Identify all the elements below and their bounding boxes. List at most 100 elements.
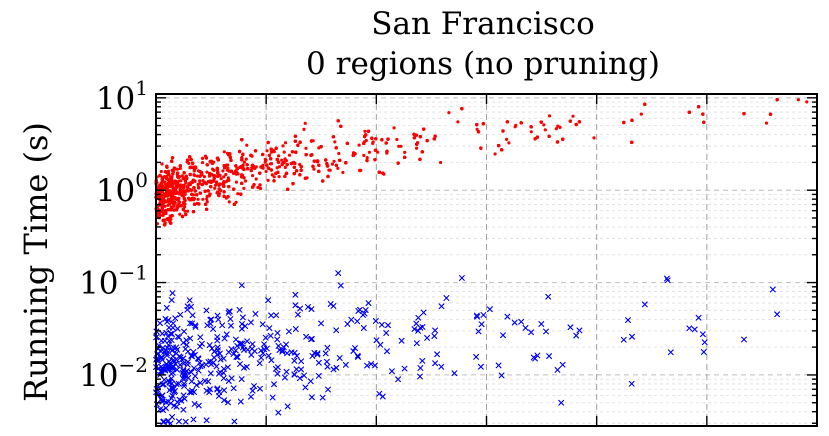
data-point (159, 181, 163, 185)
data-point (475, 127, 479, 131)
data-point (203, 189, 207, 193)
data-point (286, 187, 290, 191)
data-point (222, 194, 226, 198)
data-point (193, 189, 197, 193)
data-point (226, 195, 230, 199)
data-point (447, 111, 451, 115)
data-point (304, 153, 308, 157)
data-point (277, 154, 281, 158)
data-point (269, 157, 273, 161)
data-point (240, 181, 244, 185)
data-point (294, 169, 299, 173)
data-point (555, 140, 560, 144)
data-point (574, 122, 578, 127)
data-point (293, 161, 297, 165)
data-point (275, 157, 279, 162)
data-point (196, 197, 200, 201)
data-point (277, 175, 281, 179)
data-point (179, 179, 183, 183)
data-point (172, 208, 176, 212)
data-point (364, 138, 368, 143)
data-point (367, 150, 371, 154)
data-point (630, 118, 634, 122)
data-point (268, 162, 273, 166)
data-point (294, 150, 298, 154)
data-point (339, 124, 343, 128)
data-point (167, 189, 171, 193)
data-point (207, 194, 211, 198)
data-point (235, 167, 239, 171)
data-point (183, 191, 187, 195)
data-point (639, 112, 643, 116)
data-point (284, 171, 289, 175)
data-point (500, 148, 504, 152)
data-point (211, 167, 215, 171)
data-point (164, 208, 168, 213)
data-point (341, 170, 345, 175)
chart-subtitle: 0 regions (no pruning) (306, 46, 660, 82)
data-point (276, 170, 280, 174)
data-point (539, 120, 543, 124)
chart-title: San Francisco (371, 6, 595, 42)
data-point (290, 150, 295, 154)
data-point (242, 186, 246, 190)
data-point (243, 179, 248, 183)
data-point (363, 134, 367, 139)
data-point (284, 159, 288, 163)
data-point (192, 169, 196, 173)
data-point (171, 201, 175, 205)
y-axis-label: Running Time (s) (17, 122, 55, 402)
data-point (181, 207, 185, 211)
data-point (362, 153, 366, 157)
data-point (159, 186, 163, 190)
data-point (303, 121, 307, 125)
data-point (162, 175, 167, 179)
data-point (282, 150, 286, 154)
data-point (205, 207, 209, 211)
data-point (274, 146, 278, 150)
data-point (193, 202, 197, 206)
data-point (241, 152, 245, 156)
data-point (568, 119, 573, 123)
data-point (366, 129, 371, 133)
data-point (481, 122, 485, 126)
data-point (311, 164, 315, 168)
data-point (179, 184, 183, 188)
data-point (212, 174, 216, 178)
data-point (159, 169, 163, 174)
data-point (697, 105, 701, 109)
data-point (170, 156, 175, 160)
data-point (547, 114, 552, 118)
data-point (324, 158, 328, 162)
data-point (198, 191, 202, 195)
data-point (222, 180, 226, 184)
data-point (250, 166, 254, 170)
data-point (456, 120, 460, 124)
data-point (256, 185, 260, 190)
data-point (533, 137, 537, 141)
data-point (240, 156, 244, 160)
data-point (240, 158, 244, 162)
data-point (702, 120, 706, 124)
data-point (331, 135, 335, 139)
data-point (195, 174, 200, 178)
data-point (332, 159, 336, 163)
data-point (198, 182, 202, 186)
data-point (182, 186, 186, 190)
data-point (212, 176, 216, 181)
data-point (357, 143, 361, 147)
data-point (412, 132, 416, 136)
data-point (198, 179, 202, 183)
grid-lines (156, 94, 817, 426)
data-point (529, 130, 533, 134)
data-point (249, 153, 253, 157)
data-point (285, 163, 289, 167)
data-point (312, 167, 316, 171)
data-point (742, 112, 746, 116)
data-point (172, 204, 176, 208)
data-point (386, 137, 390, 141)
data-point (198, 170, 202, 174)
data-point (264, 158, 268, 162)
data-point (280, 162, 284, 167)
data-point (171, 193, 175, 197)
